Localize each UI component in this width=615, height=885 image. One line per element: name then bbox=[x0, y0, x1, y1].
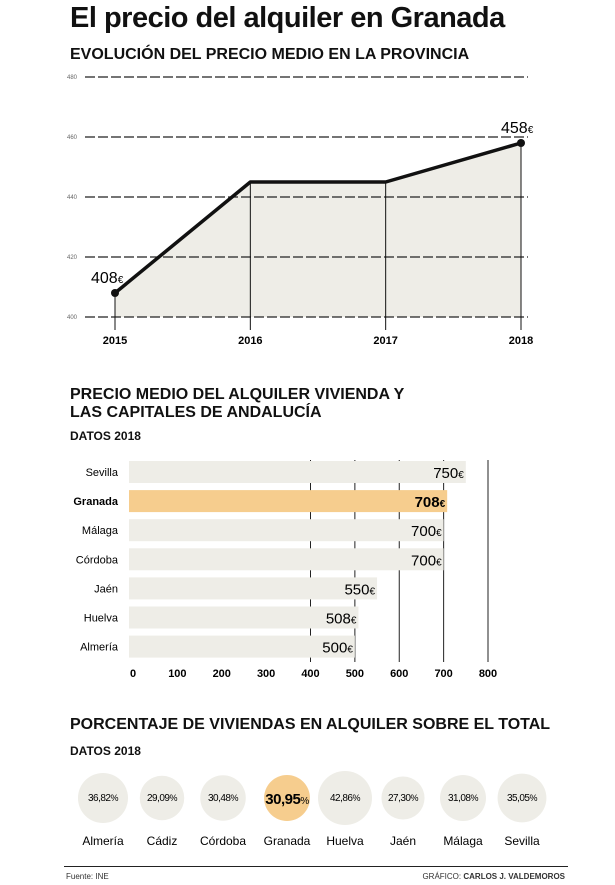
category-label: Jaén bbox=[390, 834, 416, 848]
bar-value-label: 550€ bbox=[344, 581, 375, 598]
category-label: Córdoba bbox=[76, 554, 119, 566]
bubble-value-label: 35,05% bbox=[507, 793, 538, 804]
bar-value-label: 500€ bbox=[322, 640, 353, 657]
bar bbox=[129, 519, 444, 542]
line-chart: 400 420 440 460 480 2015 2016 2017 2018 408€ 458€ bbox=[67, 75, 534, 347]
y-tick-label: 400 bbox=[67, 315, 78, 321]
line-chart-title: EVOLUCIÓN DEL PRECIO MEDIO EN LA PROVINC… bbox=[70, 46, 470, 63]
data-point bbox=[517, 139, 525, 147]
bar bbox=[129, 548, 444, 571]
bar-chart-title-line-1: PRECIO MEDIO DEL ALQUILER VIVIENDA Y bbox=[70, 386, 405, 403]
bubble-value-label: 31,08% bbox=[448, 793, 479, 804]
bubble-value-label: 36,82% bbox=[88, 793, 119, 804]
bar bbox=[129, 461, 466, 483]
x-tick-label: 100 bbox=[168, 668, 186, 680]
bubble bbox=[440, 775, 486, 821]
bubble bbox=[381, 776, 425, 820]
bubble bbox=[200, 775, 246, 821]
x-tick-label: 300 bbox=[257, 668, 275, 680]
category-label: Almería bbox=[80, 642, 119, 654]
x-tick-label: 2016 bbox=[238, 335, 262, 347]
bar-value-label: 750€ bbox=[433, 465, 464, 482]
category-label: Jaén bbox=[94, 583, 118, 595]
category-label: Sevilla bbox=[86, 467, 119, 479]
price-line bbox=[113, 141, 522, 295]
bar bbox=[129, 635, 355, 658]
bubble bbox=[497, 773, 547, 823]
bar bbox=[129, 490, 448, 513]
bar-value-label: 508€ bbox=[326, 611, 357, 628]
bubble-value-label: 29,09% bbox=[147, 793, 178, 804]
category-label: Cádiz bbox=[147, 834, 178, 848]
category-label: Córdoba bbox=[200, 834, 246, 848]
category-label: Granada bbox=[264, 834, 311, 848]
credit-prefix: GRÁFICO: bbox=[422, 872, 462, 881]
data-label: 458€ bbox=[501, 120, 534, 137]
bubble-value-label: 27,30% bbox=[388, 793, 419, 804]
category-label: Sevilla bbox=[504, 834, 540, 848]
bar-chart-title-line-2: LAS CAPITALES DE ANDALUCÍA bbox=[70, 404, 322, 421]
x-tick-label: 2018 bbox=[509, 335, 533, 347]
data-point bbox=[111, 289, 119, 297]
category-label: Almería bbox=[82, 834, 124, 848]
x-tick-label: 2015 bbox=[103, 335, 127, 347]
footer-divider bbox=[64, 866, 568, 867]
y-tick-label: 440 bbox=[67, 195, 78, 201]
category-label: Granada bbox=[73, 496, 119, 508]
bubble-value-label: 30,95% bbox=[265, 791, 309, 808]
x-tick-label: 800 bbox=[479, 668, 497, 680]
y-tick-label: 480 bbox=[67, 75, 78, 81]
page-title: El precio del alquiler en Granada bbox=[70, 2, 505, 34]
bubble-chart-subtitle: DATOS 2018 bbox=[70, 744, 141, 758]
bubble-value-label: 30,48% bbox=[208, 793, 239, 804]
bubble bbox=[77, 772, 129, 824]
x-tick-label: 700 bbox=[434, 668, 452, 680]
bubble-value-label: 42,86% bbox=[330, 793, 361, 804]
credit: GRÁFICO: CARLOS J. VALDEMOROS bbox=[422, 872, 565, 881]
x-tick-label: 200 bbox=[213, 668, 231, 680]
x-tick-label: 400 bbox=[301, 668, 319, 680]
y-tick-label: 420 bbox=[67, 255, 78, 261]
x-tick-label: 600 bbox=[390, 668, 408, 680]
bubble bbox=[318, 771, 372, 825]
y-tick-label: 460 bbox=[67, 135, 78, 141]
credit-name: CARLOS J. VALDEMOROS bbox=[463, 872, 565, 881]
x-tick-label: 500 bbox=[346, 668, 364, 680]
bar-value-label: 708€ bbox=[415, 494, 446, 511]
bar-value-label: 700€ bbox=[411, 523, 442, 540]
bubble bbox=[139, 775, 185, 821]
category-label: Huelva bbox=[326, 834, 364, 848]
x-tick-label: 0 bbox=[130, 668, 136, 680]
data-label: 408€ bbox=[91, 270, 124, 287]
bar-chart-title: PRECIO MEDIO DEL ALQUILER VIVIENDA Y LAS… bbox=[70, 386, 404, 422]
category-label: Huelva bbox=[84, 613, 119, 625]
bubble bbox=[264, 775, 310, 821]
bar bbox=[129, 606, 359, 629]
line-area bbox=[115, 143, 521, 317]
source: Fuente: INE bbox=[66, 872, 109, 881]
bar-value-label: 700€ bbox=[411, 552, 442, 569]
bubble-chart-title: PORCENTAJE DE VIVIENDAS EN ALQUILER SOBR… bbox=[70, 716, 551, 733]
bar bbox=[129, 577, 378, 600]
category-label: Málaga bbox=[443, 834, 483, 848]
x-tick-label: 2017 bbox=[373, 335, 397, 347]
bar-chart-subtitle: DATOS 2018 bbox=[70, 429, 141, 443]
category-label: Málaga bbox=[82, 525, 119, 537]
